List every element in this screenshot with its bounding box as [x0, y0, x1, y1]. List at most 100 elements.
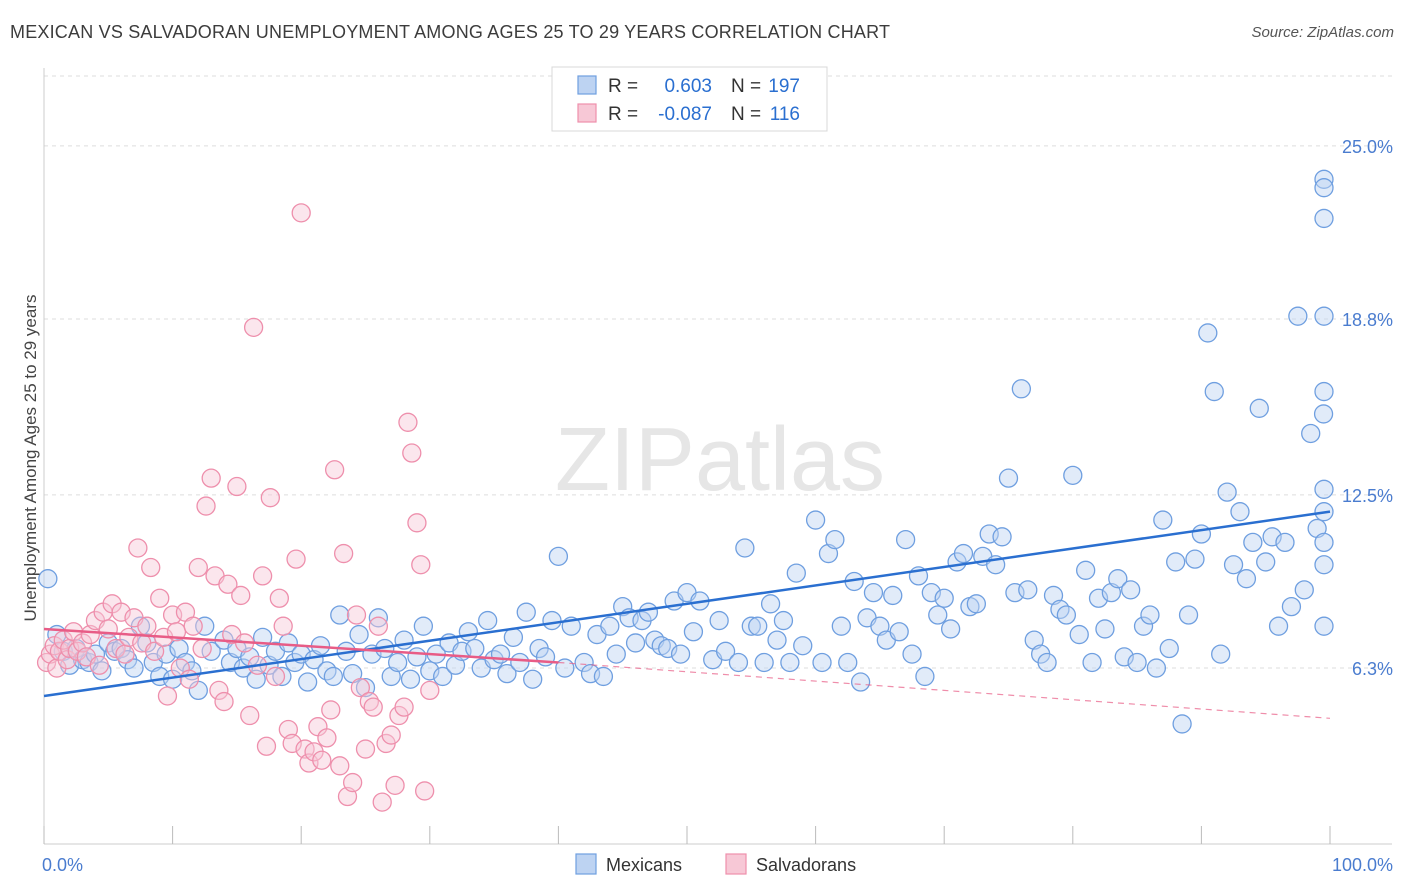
mexicans-point — [1185, 549, 1205, 569]
mexicans-point — [1121, 580, 1141, 600]
mexicans-point — [1288, 306, 1308, 326]
mexicans-point — [1314, 616, 1334, 636]
salvadorans-point — [402, 443, 422, 463]
mexicans-point — [1011, 379, 1032, 399]
salvadorans-point — [381, 725, 401, 745]
salvadorans-point — [372, 792, 392, 812]
salvadorans-point — [321, 700, 341, 720]
mexicans-point — [1268, 616, 1289, 636]
mexicans-point — [1153, 510, 1173, 530]
mexicans-point — [400, 669, 421, 689]
mexicans-point — [1095, 619, 1115, 639]
mexicans-point — [1024, 630, 1044, 650]
salvadorans-point — [252, 566, 273, 586]
mexicans-point — [805, 510, 826, 530]
y-axis-title: Unemployment Among Ages 25 to 29 years — [21, 295, 40, 622]
axes — [43, 68, 1392, 845]
salvadorans-point — [269, 588, 289, 608]
salvadorans-point — [179, 669, 199, 689]
mexicans-point — [613, 596, 633, 617]
mexicans-point — [940, 619, 961, 639]
mexicans-point — [1275, 532, 1295, 553]
mexicans-point — [1108, 569, 1128, 589]
mexicans-point — [1018, 580, 1038, 600]
salvadorans-point — [368, 616, 389, 636]
mexicans-point — [870, 616, 890, 636]
mexicans-point — [1166, 552, 1186, 572]
salvadorans-point — [355, 739, 376, 759]
x-tick-label: 0.0% — [42, 855, 83, 875]
mexicans-point — [1217, 482, 1237, 502]
mexicans-point — [728, 652, 749, 673]
grid-lines — [44, 75, 1392, 669]
mexicans-point — [246, 669, 266, 689]
mexicans-point — [1314, 208, 1334, 229]
mexicans-point — [297, 672, 318, 692]
salvadorans-point — [201, 468, 221, 488]
salvadorans-point — [256, 736, 277, 756]
mexicans-point — [523, 669, 543, 689]
mexicans-point — [1243, 532, 1263, 553]
salvadorans-point — [330, 756, 350, 776]
mexicans-point — [754, 652, 774, 673]
mexicans-point — [490, 644, 511, 664]
salvadorans-point — [243, 317, 264, 337]
tick-labels: 6.3% 12.5% 18.8% 25.0% 0.0% 100.0% — [42, 137, 1393, 875]
mexicans-point — [966, 594, 986, 614]
salvadorans-point — [115, 644, 135, 664]
salvadorans-trend-line — [43, 627, 559, 664]
mexicans-point — [709, 610, 729, 631]
mexicans-point — [1178, 605, 1199, 625]
x-tick-label: 100.0% — [1332, 855, 1393, 875]
y-tick-label: 18.8% — [1342, 310, 1393, 330]
mexicans-point — [433, 666, 453, 687]
mexicans-point — [548, 546, 569, 566]
y-tick-label: 6.3% — [1352, 659, 1393, 679]
salvadorans-point — [394, 697, 414, 717]
mexicans-point — [1256, 552, 1276, 572]
stats-n-label: N = — [731, 76, 761, 97]
salvadorans-point — [227, 476, 247, 497]
mexicans-point — [1236, 569, 1257, 589]
salvadorans-point — [196, 496, 216, 516]
stats-n-label: N = — [731, 104, 761, 125]
watermark: ZIPatlas — [555, 410, 885, 510]
salvadorans-trend-extension — [558, 661, 1331, 719]
salvadorans-point — [214, 691, 234, 712]
mexicans-point — [1314, 381, 1334, 402]
mexicans-point — [767, 630, 787, 650]
mexicans-point — [1314, 532, 1334, 553]
salvadorans-point — [150, 588, 170, 608]
legend-label-salvadorans: Salvadorans — [756, 855, 856, 875]
mexicans-point — [1043, 585, 1064, 606]
mexicans-point — [38, 569, 58, 589]
trend-lines — [43, 510, 1331, 719]
mexicans-point — [510, 652, 530, 673]
stats-n-value: 116 — [770, 104, 800, 125]
salvadorans-point — [89, 655, 109, 675]
mexicans-point — [1301, 423, 1321, 444]
mexicans-point — [934, 588, 954, 608]
stats-r-label: R = — [608, 104, 638, 125]
stats-legend: R = 0.603 N = 197 R = -0.087 N = 116 — [551, 66, 828, 132]
salvadorans-point — [312, 750, 332, 770]
mexicans-point — [407, 647, 427, 667]
salvadorans-point — [183, 616, 203, 636]
mexicans-point — [465, 638, 485, 659]
mexicans-point — [715, 641, 736, 661]
mexicans-point — [1076, 560, 1096, 580]
salvadorans-point — [188, 557, 208, 578]
mexicans-point — [574, 652, 594, 673]
mexicans-point — [850, 672, 871, 692]
salvadorans-point — [420, 680, 440, 701]
mexicans-point — [760, 594, 781, 614]
mexicans-point — [1211, 644, 1231, 664]
stats-r-value: 0.603 — [664, 76, 712, 97]
mexicans-point — [953, 543, 974, 564]
mexicans-point — [883, 585, 903, 606]
mexicans-point — [1314, 555, 1334, 575]
mexicans-point — [818, 543, 839, 564]
stats-n-value: 197 — [768, 76, 800, 97]
mexicans-point — [915, 666, 935, 687]
